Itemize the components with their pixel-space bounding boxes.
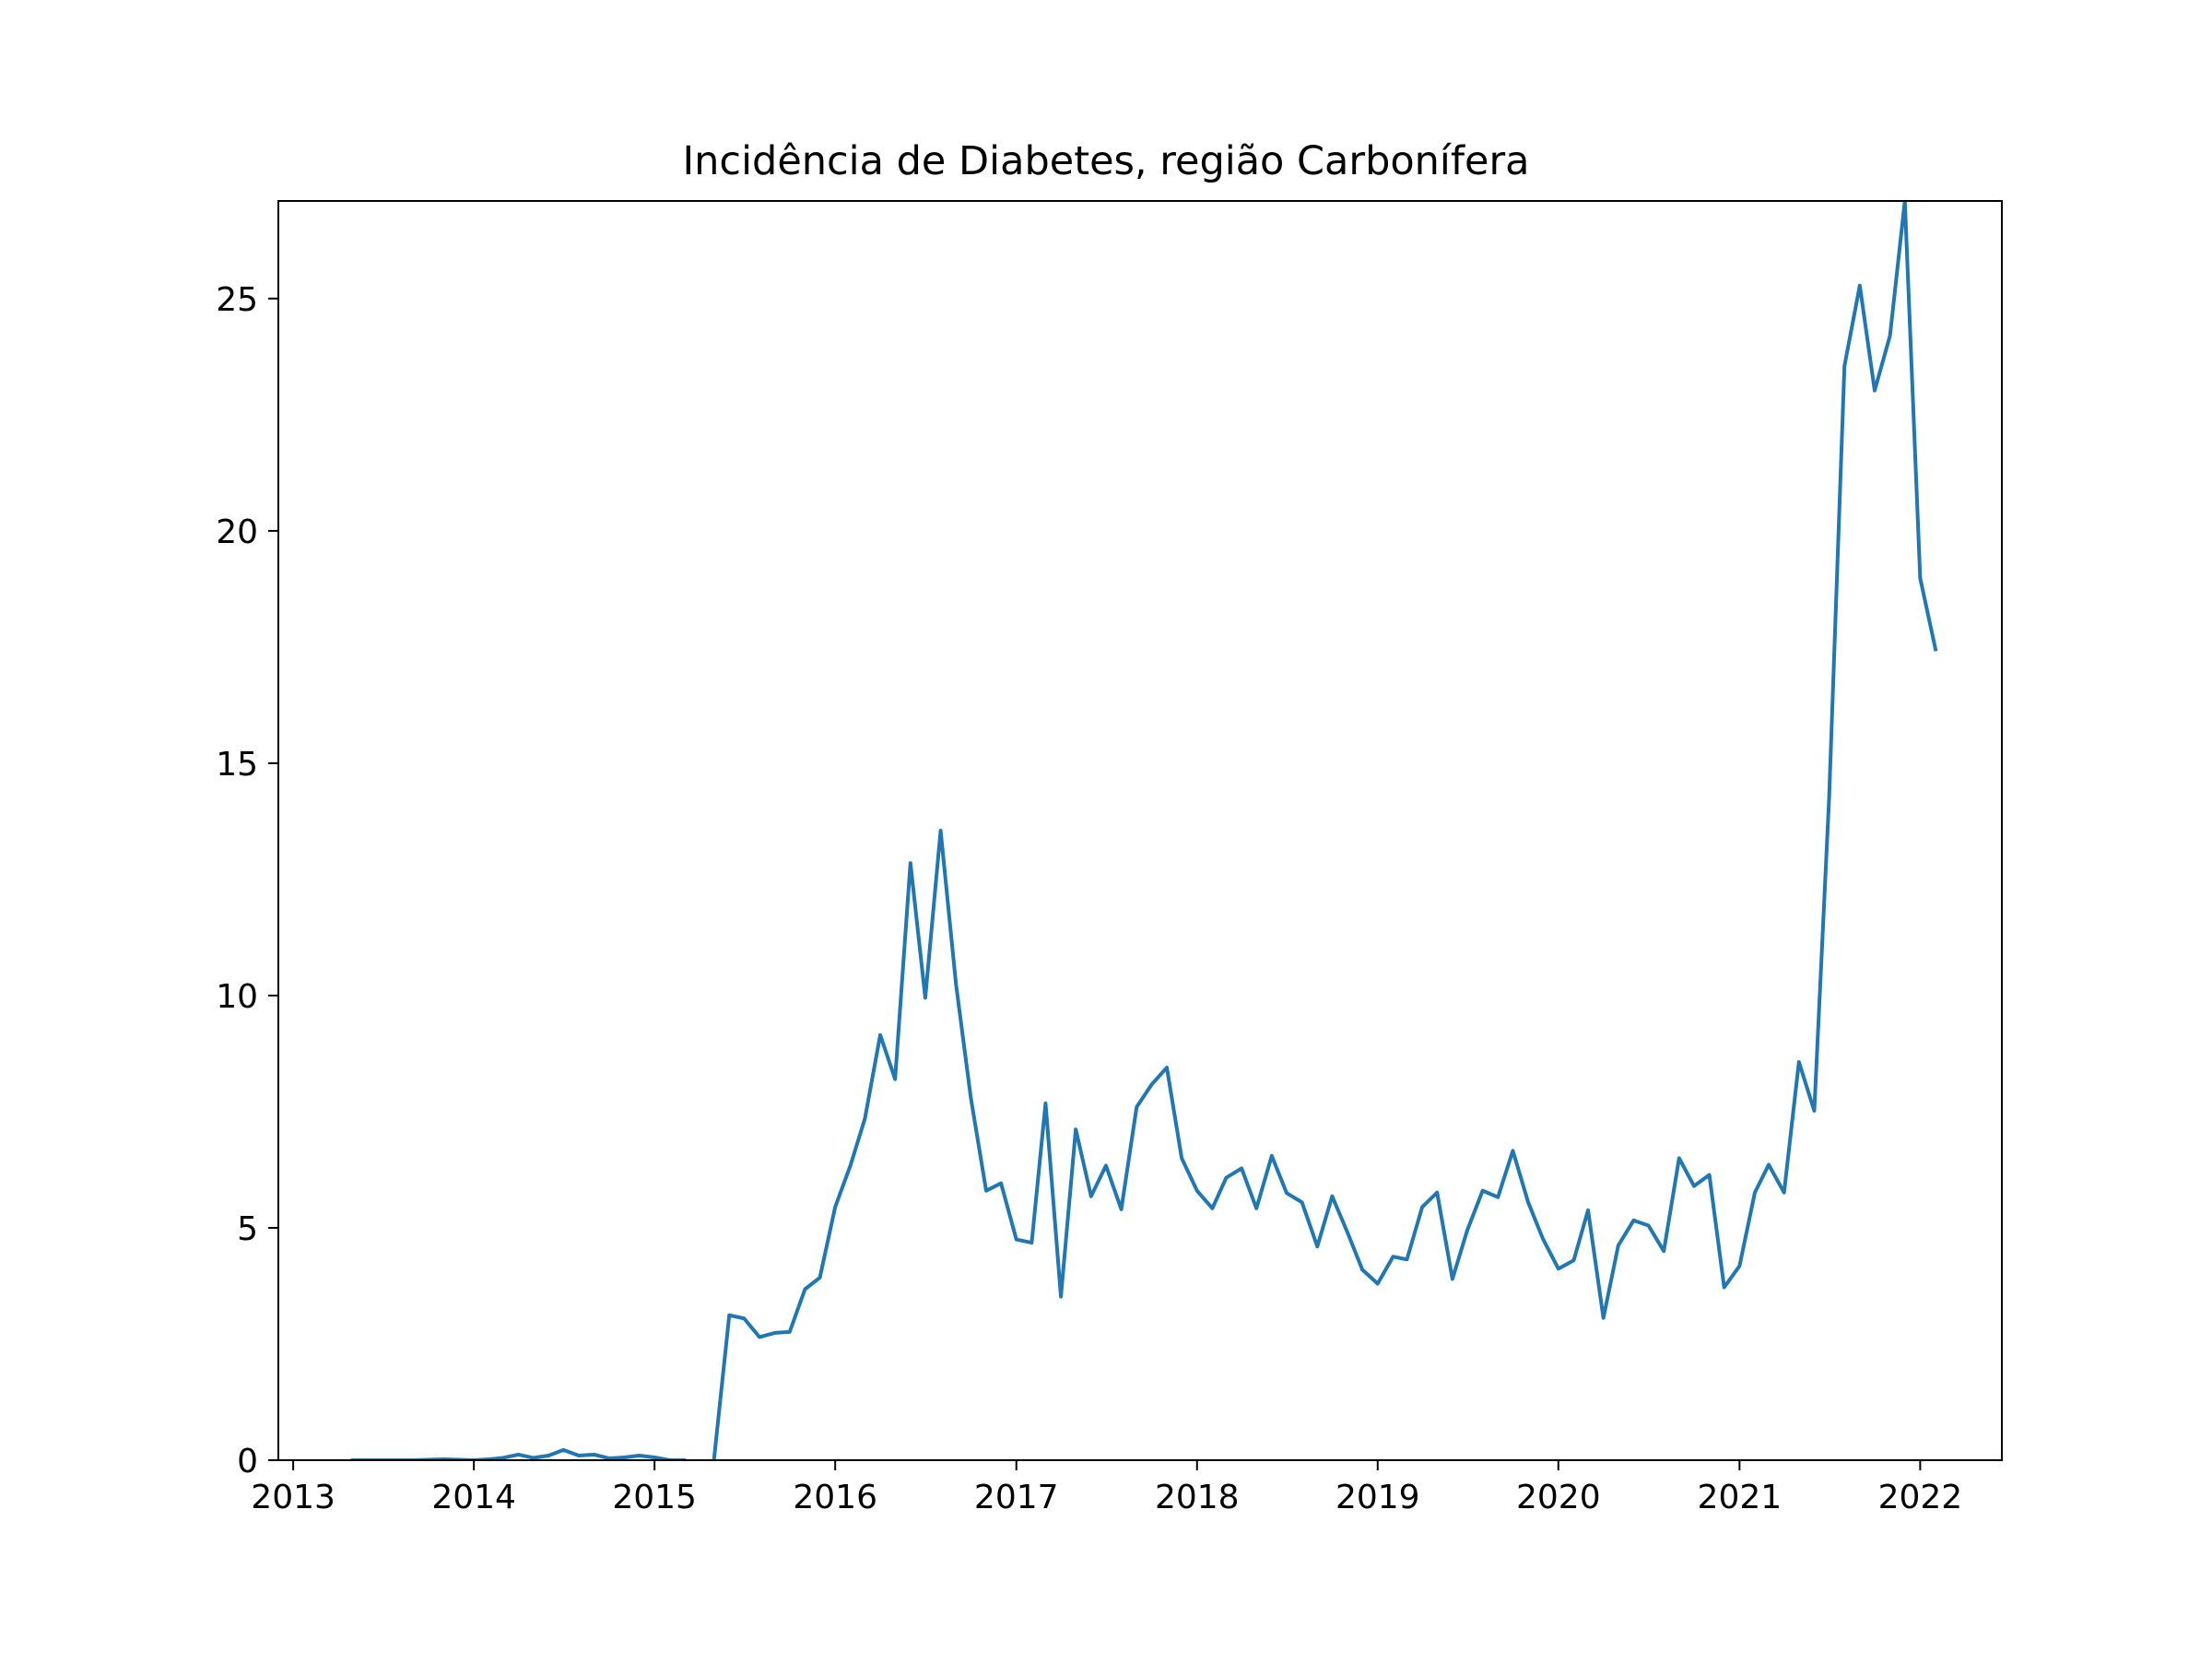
plot-background xyxy=(278,201,2002,1460)
series-line-segment xyxy=(350,1447,686,1460)
x-tick-label: 2014 xyxy=(431,1479,516,1516)
y-tick-label: 25 xyxy=(216,281,258,319)
axes-frame xyxy=(277,200,2003,1461)
x-tick-label: 2022 xyxy=(1878,1479,1963,1516)
series-line-segment xyxy=(712,201,1938,1460)
x-tick-label: 2018 xyxy=(1155,1479,1240,1516)
axes-layer: 2013 2014 2015 2016 2017 2018 2019 2020 2021 2022… xyxy=(216,200,2003,1516)
y-tick-label: 15 xyxy=(216,746,258,784)
y-tick-label: 20 xyxy=(216,513,258,551)
x-tick-label: 2019 xyxy=(1335,1479,1420,1516)
y-tick-label: 5 xyxy=(237,1210,258,1248)
x-tick-label: 2016 xyxy=(793,1479,877,1516)
x-tick-label: 2020 xyxy=(1516,1479,1601,1516)
series-layer xyxy=(350,201,1938,1460)
x-tick-label: 2015 xyxy=(612,1479,697,1516)
x-tick-label: 2021 xyxy=(1698,1479,1783,1516)
plot-area xyxy=(278,201,2002,1460)
chart-title: Incidência de Diabetes, região Carbonífe… xyxy=(683,138,1530,184)
y-tick-label: 10 xyxy=(216,978,258,1016)
y-tick-label: 0 xyxy=(237,1443,258,1480)
x-tick-label: 2017 xyxy=(974,1479,1059,1516)
x-tick-label: 2013 xyxy=(251,1479,335,1516)
